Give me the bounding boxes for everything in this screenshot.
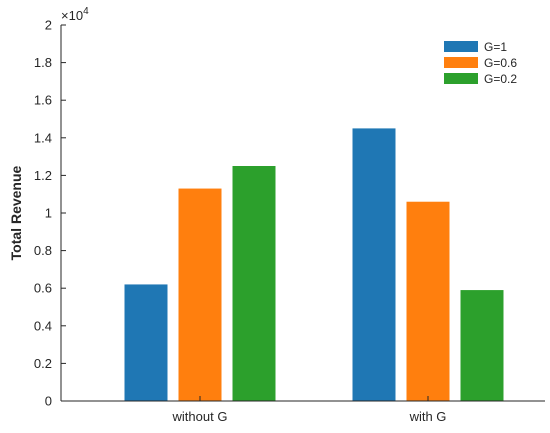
bar-G=1-without-G [124, 284, 168, 401]
x-ticks-group: without G with G [172, 396, 447, 424]
legend: G=1 G=0.6 G=0.2 [439, 37, 531, 89]
y-tick-label: 2 [45, 18, 52, 33]
legend-label: G=0.2 [484, 72, 517, 86]
y-tick-label: 0.6 [34, 281, 52, 296]
bars-group [124, 128, 504, 401]
x-tick-label: without G [172, 409, 228, 424]
y-exponent-base: ×10 [61, 8, 83, 23]
y-tick-label: 1 [45, 206, 52, 221]
y-exponent-label: ×104 [61, 6, 89, 23]
y-tick-label: 1.4 [34, 130, 52, 145]
y-tick-label: 1.6 [34, 93, 52, 108]
bar-G=0.6-without-G [178, 188, 222, 401]
bar-G=0.2-with-G [460, 290, 504, 401]
y-exponent-power: 4 [83, 6, 89, 17]
bar-G=0.2-without-G [232, 166, 276, 401]
y-tick-label: 1.8 [34, 55, 52, 70]
y-tick-label: 0.2 [34, 356, 52, 371]
legend-swatch [444, 41, 478, 52]
y-axis-title: Total Revenue [8, 165, 24, 260]
legend-label: G=1 [484, 40, 507, 54]
y-tick-label: 0.4 [34, 318, 52, 333]
legend-swatch [444, 57, 478, 68]
legend-label: G=0.6 [484, 56, 517, 70]
bar-G=1-with-G [352, 128, 396, 401]
x-tick-label: with G [409, 409, 447, 424]
legend-swatch [444, 73, 478, 84]
bar-G=0.6-with-G [406, 201, 450, 401]
y-ticks-group: 0 0.2 0.4 0.6 0.8 1 1.2 1.4 1.6 1.8 2 [34, 18, 66, 409]
y-tick-label: 1.2 [34, 168, 52, 183]
y-tick-label: 0 [45, 394, 52, 409]
y-tick-label: 0.8 [34, 243, 52, 258]
